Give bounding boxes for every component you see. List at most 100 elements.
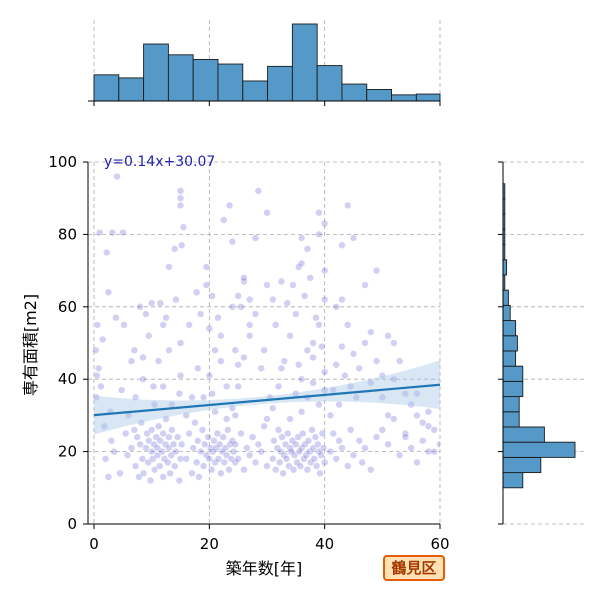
scatter-point bbox=[96, 228, 104, 237]
scatter-point bbox=[246, 451, 254, 459]
scatter-point bbox=[269, 455, 277, 463]
scatter-point bbox=[297, 375, 306, 383]
scatter-point bbox=[228, 237, 237, 246]
scatter-point bbox=[401, 433, 410, 441]
scatter-point bbox=[251, 458, 260, 467]
right-histogram-bar bbox=[502, 380, 524, 398]
scatter-point bbox=[280, 451, 288, 459]
scatter-point bbox=[224, 426, 232, 434]
scatter-point bbox=[156, 462, 164, 470]
x-tick-label: 0 bbox=[89, 535, 99, 553]
scatter-point bbox=[312, 462, 321, 470]
scatter-point bbox=[97, 382, 105, 391]
scatter-points bbox=[92, 172, 440, 485]
scatter-point bbox=[240, 353, 248, 362]
scatter-point bbox=[344, 462, 352, 470]
scatter-point bbox=[145, 332, 153, 340]
scatter-point bbox=[192, 288, 201, 297]
scatter-point bbox=[355, 437, 363, 445]
scatter-point bbox=[251, 234, 260, 242]
scatter-point bbox=[112, 313, 120, 322]
right-histogram-bar bbox=[502, 426, 545, 443]
right-histogram-bar bbox=[502, 456, 542, 474]
scatter-point bbox=[320, 295, 329, 304]
scatter-point bbox=[271, 466, 280, 474]
scatter-point bbox=[419, 418, 427, 427]
scatter-point bbox=[201, 440, 209, 449]
y-tick-label: 60 bbox=[58, 298, 77, 316]
scatter-point bbox=[220, 458, 229, 467]
scatter-point bbox=[263, 415, 271, 423]
scatter-point bbox=[274, 382, 283, 391]
scatter-point bbox=[275, 458, 284, 467]
top-histogram-bar bbox=[242, 80, 269, 102]
scatter-point bbox=[243, 444, 251, 452]
top-histogram-bar bbox=[143, 43, 169, 102]
scatter-point bbox=[352, 393, 361, 401]
scatter-point bbox=[320, 386, 329, 394]
scatter-point bbox=[175, 389, 184, 398]
x-tick-label: 20 bbox=[200, 535, 219, 553]
scatter-point bbox=[220, 216, 228, 224]
main-grid bbox=[88, 161, 441, 525]
scatter-point bbox=[338, 444, 346, 452]
y-tick-label: 80 bbox=[58, 225, 77, 243]
scatter-point bbox=[139, 375, 147, 383]
scatter-point bbox=[177, 440, 186, 449]
scatter-point bbox=[372, 266, 381, 275]
right-axes bbox=[498, 161, 504, 525]
scatter-point bbox=[346, 382, 355, 391]
scatter-point bbox=[319, 444, 328, 452]
scatter-point bbox=[150, 466, 159, 474]
scatter-point bbox=[195, 473, 203, 481]
scatter-point bbox=[413, 389, 421, 398]
scatter-point bbox=[116, 469, 124, 478]
regression-line bbox=[93, 383, 440, 417]
scatter-point bbox=[274, 426, 283, 434]
scatter-point bbox=[424, 447, 433, 456]
main-axes bbox=[87, 162, 440, 525]
scatter-point bbox=[283, 299, 291, 307]
scatter-point bbox=[278, 433, 286, 441]
scatter-point bbox=[158, 447, 166, 456]
scatter-point bbox=[188, 469, 196, 478]
scatter-point bbox=[338, 241, 346, 249]
scatter-point bbox=[199, 393, 208, 401]
scatter-point bbox=[231, 346, 239, 354]
scatter-point bbox=[110, 447, 118, 456]
right-histogram-bar bbox=[502, 335, 518, 352]
scatter-point bbox=[308, 426, 316, 434]
scatter-point bbox=[304, 437, 313, 445]
scatter-point bbox=[263, 462, 271, 470]
scatter-point bbox=[311, 433, 320, 441]
scatter-point bbox=[234, 455, 242, 463]
scatter-point bbox=[316, 469, 324, 478]
scatter-point bbox=[156, 299, 165, 307]
scatter-point bbox=[222, 382, 231, 391]
scatter-point bbox=[430, 426, 438, 434]
scatter-point bbox=[257, 364, 265, 373]
scatter-point bbox=[162, 415, 170, 423]
scatter-point bbox=[314, 440, 322, 449]
scatter-point bbox=[318, 342, 326, 351]
scatter-point bbox=[136, 440, 144, 449]
scatter-point bbox=[320, 219, 329, 228]
scatter-point bbox=[202, 281, 211, 289]
scatter-point bbox=[296, 462, 305, 470]
scatter-point bbox=[284, 429, 292, 438]
scatter-point bbox=[289, 466, 298, 474]
top-axes bbox=[88, 100, 441, 106]
regression-group bbox=[93, 360, 440, 435]
top-histogram-bar bbox=[267, 65, 293, 102]
scatter-point bbox=[169, 440, 178, 449]
scatter-point bbox=[133, 433, 141, 441]
scatter-point bbox=[131, 393, 140, 401]
scatter-point bbox=[361, 281, 369, 289]
scatter-point bbox=[263, 208, 271, 217]
top-histogram-bar bbox=[118, 77, 145, 102]
scatter-point bbox=[436, 440, 440, 449]
scatter-point bbox=[214, 455, 223, 463]
scatter-point bbox=[164, 458, 172, 467]
scatter-point bbox=[171, 462, 179, 470]
right-histogram-bar bbox=[502, 411, 520, 428]
